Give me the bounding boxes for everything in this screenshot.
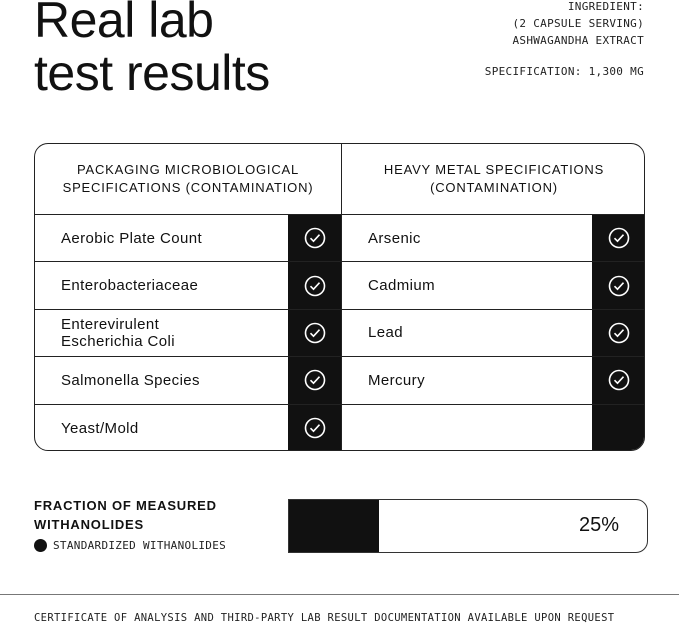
microbiological-header: PACKAGING MICROBIOLOGICAL SPECIFICATIONS … bbox=[35, 144, 341, 215]
check-icon bbox=[288, 309, 341, 357]
page-title: Real lab test results bbox=[34, 0, 270, 101]
table-row: Cadmium bbox=[342, 262, 644, 310]
legend-dot-icon bbox=[34, 539, 47, 552]
check-icon bbox=[592, 215, 644, 262]
withanolides-title: FRACTION OF MEASURED WITHANOLIDES bbox=[34, 498, 217, 532]
check-icon bbox=[288, 357, 341, 404]
legend: STANDARDIZED WITHANOLIDES bbox=[34, 539, 226, 552]
row-label: Lead bbox=[368, 324, 403, 342]
results-table: PACKAGING MICROBIOLOGICAL SPECIFICATIONS … bbox=[34, 143, 645, 451]
check-icon bbox=[288, 262, 341, 309]
footer-note: CERTIFICATE OF ANALYSIS AND THIRD-PARTY … bbox=[34, 612, 615, 624]
table-row: Arsenic bbox=[342, 215, 644, 263]
row-label: Yeast/Mold bbox=[61, 419, 139, 437]
progress-value: 25% bbox=[578, 514, 619, 536]
table-row: Enterevirulent Escherichia Coli bbox=[35, 309, 341, 358]
row-label: Cadmium bbox=[368, 277, 435, 295]
withanolides-progress-bar: 25% bbox=[288, 499, 648, 553]
row-label: Arsenic bbox=[368, 229, 421, 247]
divider bbox=[0, 594, 679, 595]
specification: SPECIFICATION: 1,300 MG bbox=[484, 65, 644, 78]
check-icon bbox=[592, 262, 644, 309]
table-row bbox=[342, 405, 644, 450]
table-row: Salmonella Species bbox=[35, 357, 341, 405]
row-label: Mercury bbox=[368, 371, 425, 389]
row-label: Enterobacteriaceae bbox=[61, 277, 199, 295]
progress-fill bbox=[289, 500, 379, 552]
check-icon bbox=[592, 309, 644, 357]
table-row: Enterobacteriaceae bbox=[35, 262, 341, 310]
check-icon bbox=[288, 215, 341, 262]
heavy-metal-column: HEAVY METAL SPECIFICATIONS (CONTAMINATION… bbox=[342, 144, 644, 450]
row-label: Salmonella Species bbox=[61, 371, 200, 389]
table-row: Mercury bbox=[342, 357, 644, 405]
row-label: Aerobic Plate Count bbox=[61, 229, 203, 247]
table-row: Lead bbox=[342, 309, 644, 358]
row-label: Enterevirulent Escherichia Coli bbox=[61, 315, 175, 350]
microbiological-column: PACKAGING MICROBIOLOGICAL SPECIFICATIONS … bbox=[35, 144, 342, 450]
heavy-metal-header: HEAVY METAL SPECIFICATIONS (CONTAMINATION… bbox=[342, 144, 644, 215]
check-icon bbox=[592, 357, 644, 404]
table-row: Aerobic Plate Count bbox=[35, 215, 341, 263]
ingredient-info: INGREDIENT: (2 CAPSULE SERVING) ASHWAGAN… bbox=[512, 0, 644, 47]
table-row: Yeast/Mold bbox=[35, 404, 341, 450]
check-icon bbox=[288, 404, 341, 450]
